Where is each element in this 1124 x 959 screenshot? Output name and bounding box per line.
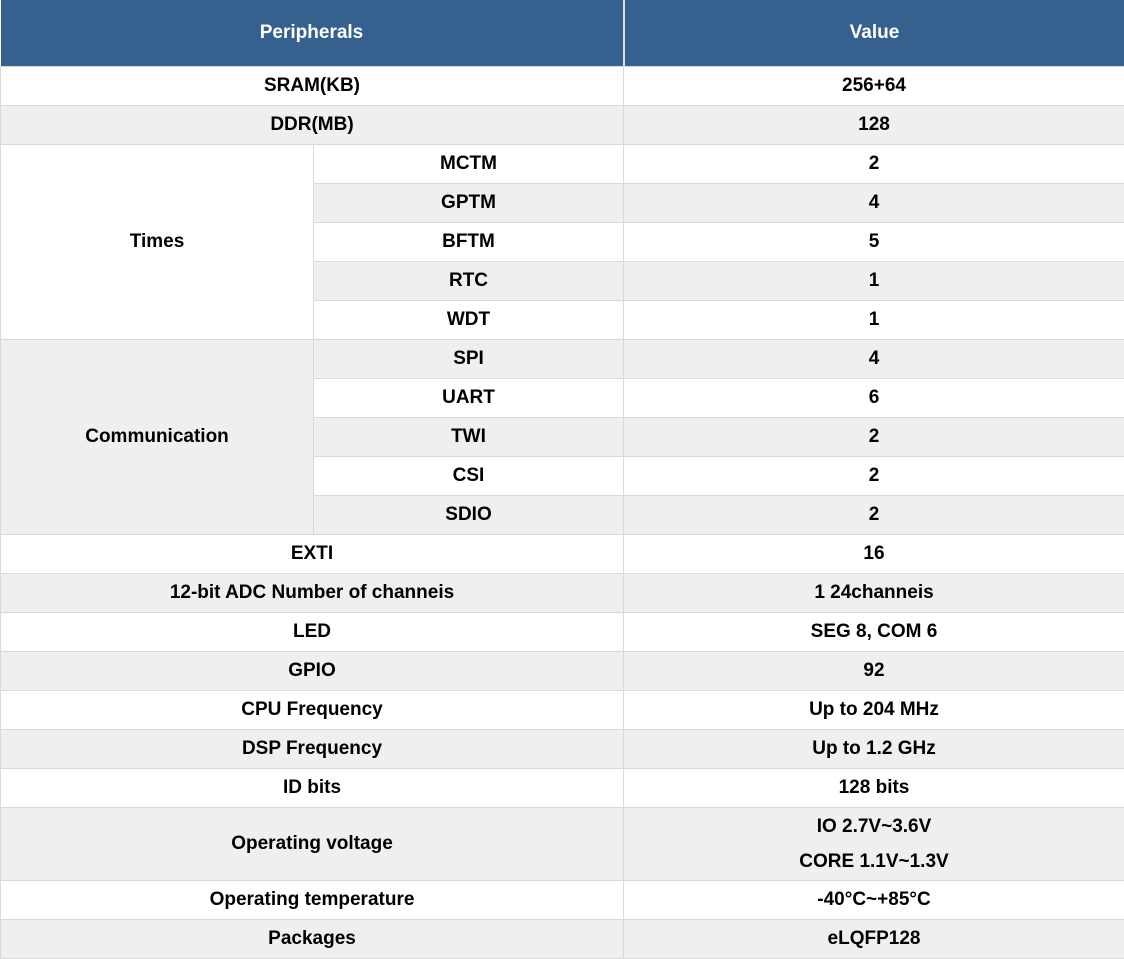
row-value-id-bits: 128 bits (624, 768, 1124, 807)
row-value-operating-temperature: -40°C~+85°C (624, 880, 1124, 919)
column-header-value: Value (624, 0, 1124, 66)
row-value-dsp-frequency: Up to 1.2 GHz (624, 729, 1124, 768)
header-row: Peripherals Value (1, 0, 1124, 66)
row-label-cpu-frequency: CPU Frequency (1, 690, 624, 729)
row-value-rtc: 1 (624, 261, 1124, 300)
row-value-twi: 2 (624, 417, 1124, 456)
row-value-led: SEG 8, COM 6 (624, 612, 1124, 651)
row-label-operating-voltage: Operating voltage (1, 807, 624, 880)
row-exti: EXTI 16 (1, 534, 1124, 573)
column-header-peripherals: Peripherals (1, 0, 624, 66)
row-label-led: LED (1, 612, 624, 651)
row-label-wdt: WDT (314, 300, 624, 339)
row-dsp-frequency: DSP Frequency Up to 1.2 GHz (1, 729, 1124, 768)
operating-voltage-core-line: CORE 1.1V~1.3V (630, 844, 1118, 879)
row-value-gptm: 4 (624, 183, 1124, 222)
row-packages: Packages eLQFP128 (1, 919, 1124, 958)
row-led: LED SEG 8, COM 6 (1, 612, 1124, 651)
row-value-ddr: 128 (624, 105, 1124, 144)
row-label-rtc: RTC (314, 261, 624, 300)
row-value-exti: 16 (624, 534, 1124, 573)
row-label-exti: EXTI (1, 534, 624, 573)
row-sram: SRAM(KB) 256+64 (1, 66, 1124, 105)
row-spi: Communication SPI 4 (1, 339, 1124, 378)
row-value-gpio: 92 (624, 651, 1124, 690)
row-label-gpio: GPIO (1, 651, 624, 690)
row-value-wdt: 1 (624, 300, 1124, 339)
row-adc: 12-bit ADC Number of channeis 1 24channe… (1, 573, 1124, 612)
row-label-ddr: DDR(MB) (1, 105, 624, 144)
row-mctm: Times MCTM 2 (1, 144, 1124, 183)
row-label-packages: Packages (1, 919, 624, 958)
row-label-spi: SPI (314, 339, 624, 378)
row-label-dsp-frequency: DSP Frequency (1, 729, 624, 768)
row-value-sdio: 2 (624, 495, 1124, 534)
row-value-csi: 2 (624, 456, 1124, 495)
row-operating-voltage: Operating voltage IO 2.7V~3.6V CORE 1.1V… (1, 807, 1124, 880)
row-value-spi: 4 (624, 339, 1124, 378)
row-label-sdio: SDIO (314, 495, 624, 534)
row-cpu-frequency: CPU Frequency Up to 204 MHz (1, 690, 1124, 729)
row-value-cpu-frequency: Up to 204 MHz (624, 690, 1124, 729)
row-ddr: DDR(MB) 128 (1, 105, 1124, 144)
row-value-packages: eLQFP128 (624, 919, 1124, 958)
row-label-id-bits: ID bits (1, 768, 624, 807)
row-label-twi: TWI (314, 417, 624, 456)
row-label-uart: UART (314, 378, 624, 417)
row-value-bftm: 5 (624, 222, 1124, 261)
row-value-uart: 6 (624, 378, 1124, 417)
operating-voltage-io-line: IO 2.7V~3.6V (630, 809, 1118, 844)
row-gpio: GPIO 92 (1, 651, 1124, 690)
row-value-sram: 256+64 (624, 66, 1124, 105)
group-label-communication: Communication (1, 339, 314, 534)
row-label-adc: 12-bit ADC Number of channeis (1, 573, 624, 612)
row-id-bits: ID bits 128 bits (1, 768, 1124, 807)
row-value-adc: 1 24channeis (624, 573, 1124, 612)
row-label-bftm: BFTM (314, 222, 624, 261)
row-label-csi: CSI (314, 456, 624, 495)
group-label-times: Times (1, 144, 314, 339)
row-operating-temperature: Operating temperature -40°C~+85°C (1, 880, 1124, 919)
row-value-mctm: 2 (624, 144, 1124, 183)
row-value-operating-voltage: IO 2.7V~3.6V CORE 1.1V~1.3V (624, 807, 1124, 880)
row-label-operating-temperature: Operating temperature (1, 880, 624, 919)
row-label-gptm: GPTM (314, 183, 624, 222)
row-label-mctm: MCTM (314, 144, 624, 183)
row-label-sram: SRAM(KB) (1, 66, 624, 105)
